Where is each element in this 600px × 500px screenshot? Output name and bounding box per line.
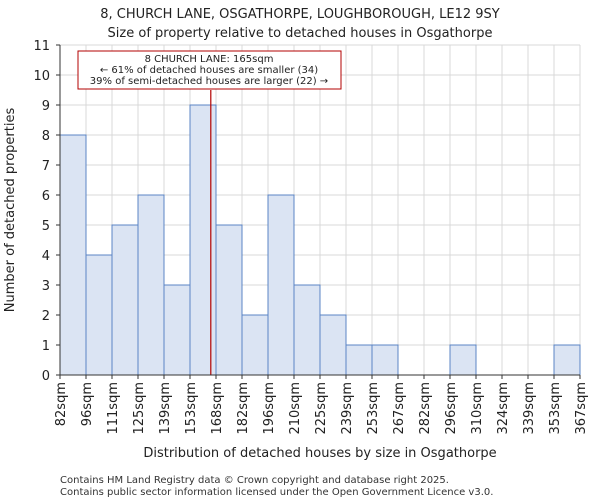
bar-96sqm (85, 254, 113, 376)
x-tick-label: 353sqm (548, 382, 563, 435)
bar-296sqm (449, 344, 477, 376)
y-tick-label: 9 (42, 99, 50, 114)
x-tick-label: 82sqm (54, 382, 69, 426)
annotation-line-1: 8 CHURCH LANE: 165sqm (145, 54, 274, 65)
x-tick-label: 111sqm (106, 382, 121, 435)
x-tick-labels: 82sqm 96sqm 111sqm 125sqm 139sqm 153sqm 168sqm… (54, 375, 589, 435)
bar-196sqm (267, 194, 295, 376)
bar-168sqm (215, 224, 243, 376)
x-tick-label: 339sqm (522, 382, 537, 435)
y-tick-label: 8 (42, 129, 50, 144)
x-tick-label: 282sqm (418, 382, 433, 435)
bar-111sqm (111, 224, 139, 376)
y-tick-label: 2 (42, 309, 50, 324)
footer-line-2: Contains public sector information licen… (60, 487, 493, 498)
x-tick-label: 196sqm (262, 382, 277, 435)
bar-239sqm (345, 344, 373, 376)
x-tick-label: 225sqm (314, 382, 329, 435)
bar-139sqm (163, 284, 191, 376)
bar-182sqm (241, 314, 269, 376)
x-tick-label: 267sqm (392, 382, 407, 435)
x-tick-label: 324sqm (496, 382, 511, 435)
y-tick-labels: 0 1 2 3 4 5 6 7 8 9 10 11 (33, 39, 60, 384)
bar-125sqm (137, 194, 165, 376)
x-tick-label: 367sqm (574, 382, 589, 435)
bar-210sqm (293, 284, 321, 376)
x-tick-label: 310sqm (470, 382, 485, 435)
annotation-line-3: 39% of semi-detached houses are larger (… (90, 76, 328, 87)
annotation-box: 8 CHURCH LANE: 165sqm ← 61% of detached … (77, 50, 342, 90)
bar-153sqm (189, 104, 217, 376)
x-tick-label: 210sqm (288, 382, 303, 435)
x-tick-label: 96sqm (80, 382, 95, 426)
y-tick-label: 4 (42, 249, 50, 264)
y-tick-label: 10 (33, 69, 50, 84)
footer-line-1: Contains HM Land Registry data © Crown c… (60, 475, 449, 486)
y-tick-label: 5 (42, 219, 50, 234)
chart-title: 8, CHURCH LANE, OSGATHORPE, LOUGHBOROUGH… (100, 7, 499, 22)
x-tick-label: 296sqm (444, 382, 459, 435)
x-tick-label: 253sqm (366, 382, 381, 435)
x-tick-label: 139sqm (158, 382, 173, 435)
y-tick-label: 0 (42, 369, 50, 384)
x-tick-label: 239sqm (340, 382, 355, 435)
chart-subtitle: Size of property relative to detached ho… (108, 26, 493, 41)
annotation-frame (77, 50, 342, 90)
x-tick-label: 153sqm (184, 382, 199, 435)
y-axis-label: Number of detached properties (3, 108, 18, 313)
bar-353sqm (553, 344, 581, 376)
x-tick-label: 168sqm (210, 382, 225, 435)
y-tick-label: 6 (42, 189, 50, 204)
annotation-line-2: ← 61% of detached houses are smaller (34… (100, 65, 318, 76)
x-tick-label: 182sqm (236, 382, 251, 435)
y-tick-label: 1 (42, 339, 50, 354)
bars (59, 104, 581, 376)
y-tick-label: 11 (33, 39, 50, 54)
x-axis-label: Distribution of detached houses by size … (143, 446, 496, 461)
bar-225sqm (319, 314, 347, 376)
bar-253sqm (371, 344, 399, 376)
bar-82sqm (59, 134, 87, 376)
x-tick-label: 125sqm (132, 382, 147, 435)
y-tick-label: 3 (42, 279, 50, 294)
y-tick-label: 7 (42, 159, 50, 174)
